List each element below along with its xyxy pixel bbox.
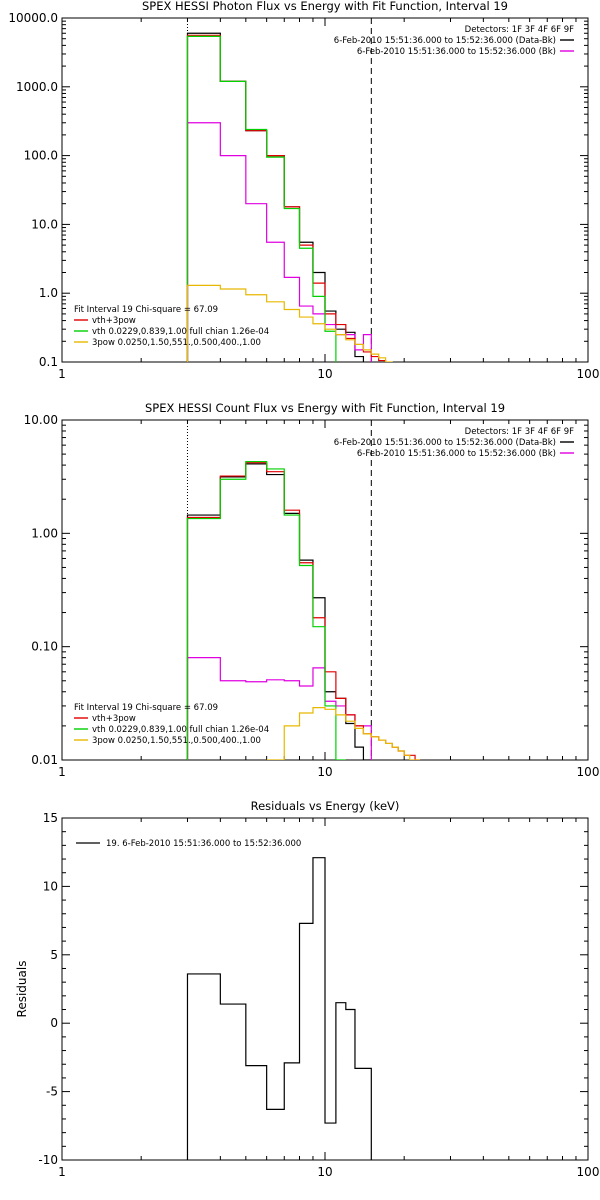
y-tick-label: 1000.0 xyxy=(16,80,58,94)
series-line-4 xyxy=(186,35,365,362)
x-tick-label: 100 xyxy=(577,367,600,381)
legend-label: vth 0.0229,0.839,1.00 full chian 1.26e-0… xyxy=(92,327,269,337)
info-line: 6-Feb-2010 15:51:36.000 to 15:52:36.000 … xyxy=(334,36,556,46)
info-line: Detectors: 1F 3F 4F 6F 9F xyxy=(465,427,574,437)
legend-label: vth+3pow xyxy=(92,714,136,724)
y-tick-label: 0 xyxy=(50,1016,58,1030)
y-tick-label: 10000.0 xyxy=(8,11,58,25)
y-tick-label: 10.0 xyxy=(31,217,58,231)
chart-title: SPEX HESSI Count Flux vs Energy with Fit… xyxy=(145,401,505,415)
x-tick-label: 10 xyxy=(317,367,332,381)
series-line-5 xyxy=(186,284,405,362)
legend-label: vth+3pow xyxy=(92,316,136,326)
chart-panel-1: SPEX HESSI Photon Flux vs Energy with Fi… xyxy=(8,0,600,381)
plot-area xyxy=(186,420,421,760)
series-line-5 xyxy=(266,706,421,760)
y-tick-label: 0.1 xyxy=(39,355,58,369)
legend-label: 3pow 0.0250,1.50,551.,0.500,400.,1.00 xyxy=(92,338,261,348)
fit-legend-title: Fit Interval 19 Chi-square = 67.09 xyxy=(74,703,218,713)
series-line-3 xyxy=(186,462,421,760)
chart-title: Residuals vs Energy (keV) xyxy=(251,799,400,813)
x-tick-label: 10 xyxy=(317,1165,332,1179)
y-tick-label: 0.01 xyxy=(31,753,58,767)
x-tick-label: 1 xyxy=(58,1165,66,1179)
x-tick-label: 1 xyxy=(58,765,66,779)
y-axis-label: Residuals xyxy=(15,961,29,1018)
fit-legend-title: Fit Interval 19 Chi-square = 67.09 xyxy=(74,305,218,315)
chart-panel-2: SPEX HESSI Count Flux vs Energy with Fit… xyxy=(24,401,600,779)
series-line-1 xyxy=(186,463,372,760)
plot-area xyxy=(186,18,405,362)
plot-area xyxy=(186,857,372,1160)
y-tick-label: 100.0 xyxy=(24,149,58,163)
legend-label: 19. 6-Feb-2010 15:51:36.000 to 15:52:36.… xyxy=(106,839,301,849)
x-tick-label: 10 xyxy=(317,765,332,779)
y-tick-label: 5 xyxy=(50,948,58,962)
series-line-1 xyxy=(186,857,372,1160)
y-tick-label: 15 xyxy=(43,811,58,825)
y-tick-label: -10 xyxy=(38,1153,58,1167)
y-tick-label: 0.10 xyxy=(31,640,58,654)
x-tick-label: 100 xyxy=(577,765,600,779)
x-tick-label: 1 xyxy=(58,367,66,381)
y-tick-label: 10 xyxy=(43,879,58,893)
y-tick-label: -5 xyxy=(46,1085,58,1099)
y-tick-label: 1.00 xyxy=(31,526,58,540)
info-line: 6-Feb-2010 15:51:36.000 to 15:52:36.000 … xyxy=(357,449,556,459)
x-tick-label: 100 xyxy=(577,1165,600,1179)
info-line: 6-Feb-2010 15:51:36.000 to 15:52:36.000 … xyxy=(334,438,556,448)
info-line: Detectors: 1F 3F 4F 6F 9F xyxy=(465,25,574,35)
y-tick-label: 1.0 xyxy=(39,286,58,300)
legend-label: 3pow 0.0250,1.50,551.,0.500,400.,1.00 xyxy=(92,736,261,746)
legend-label: vth 0.0229,0.839,1.00 full chian 1.26e-0… xyxy=(92,725,269,735)
y-tick-label: 10.00 xyxy=(24,413,58,427)
chart-title: SPEX HESSI Photon Flux vs Energy with Fi… xyxy=(142,0,508,13)
series-line-2 xyxy=(186,122,372,362)
info-line: 6-Feb-2010 15:51:36.000 to 15:52:36.000 … xyxy=(357,47,556,57)
series-line-4 xyxy=(186,460,346,760)
